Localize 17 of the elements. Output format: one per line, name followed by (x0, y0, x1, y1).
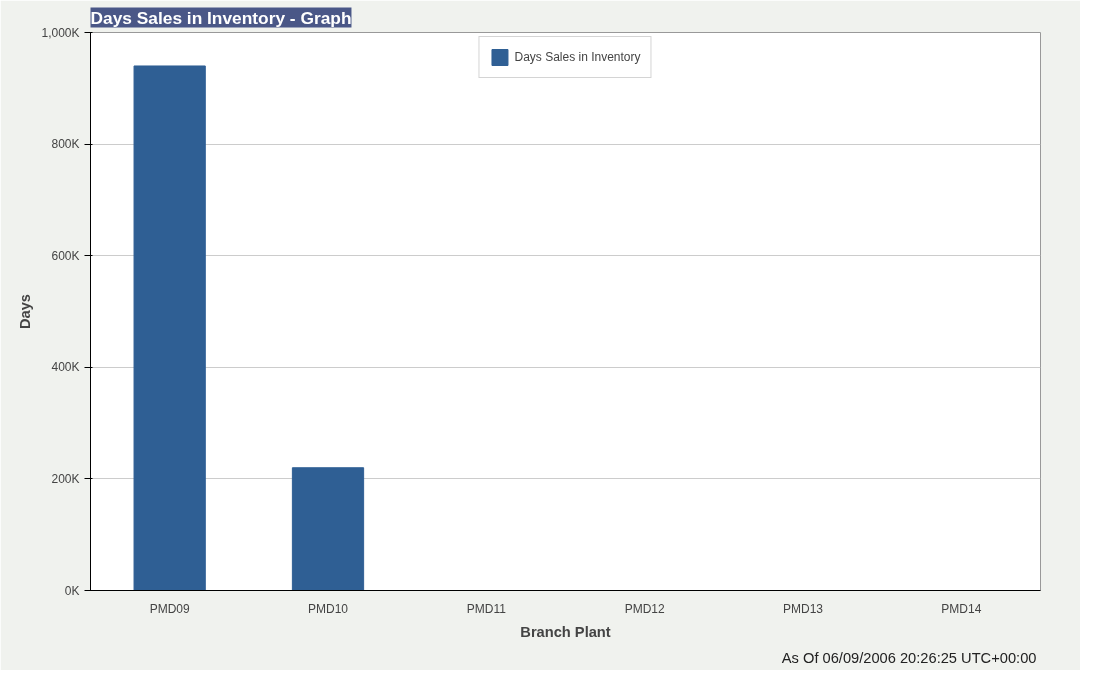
y-axis-title: Days (17, 293, 34, 330)
x-tick-label: PMD13 (782, 601, 824, 616)
y-tick-label: 0K (64, 583, 80, 598)
text: As Of 06/09/2006 20:26:25 UTC+00:00 (781, 649, 1037, 666)
x-tick-label: PMD09 (149, 601, 190, 616)
x-tick-label: PMD11 (466, 601, 507, 616)
y-tick-label: 400K (51, 360, 80, 375)
x-tick-label: PMD10 (307, 601, 349, 616)
y-tick-label: 1,000K (41, 25, 80, 40)
chart-title: Days Sales in Inventory - Graph (90, 7, 352, 28)
y-tick-label: 800K (51, 137, 80, 152)
x-tick-label: PMD14 (941, 601, 982, 616)
x-axis-title: Branch Plant (520, 623, 611, 640)
y-tick-label: 200K (51, 471, 80, 486)
y-tick-label: 600K (51, 248, 80, 263)
x-tick-label: PMD12 (624, 601, 665, 616)
legend-label: Days Sales in Inventory (514, 50, 641, 64)
